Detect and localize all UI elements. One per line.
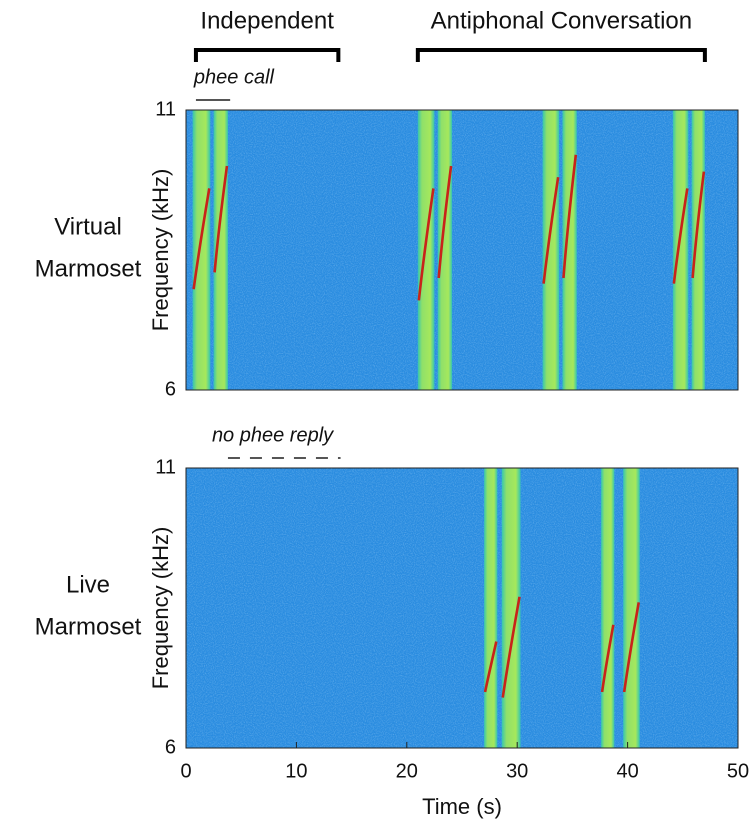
bracket-label: Independent [200, 7, 334, 34]
noise [186, 110, 738, 390]
x-tick-label: 10 [285, 760, 307, 782]
call-sweep [417, 188, 435, 301]
call-sweep [483, 641, 498, 693]
row-label: Live [66, 571, 110, 598]
call-sweep [562, 154, 578, 279]
y-tick-label: 6 [165, 378, 176, 400]
x-tick-label: 0 [180, 760, 191, 782]
bracket [193, 48, 341, 62]
call-sweep [600, 624, 615, 693]
call-band [691, 110, 705, 390]
call-sweep [542, 177, 560, 284]
call-sweep [192, 188, 211, 290]
x-tick-label: 30 [506, 760, 528, 782]
y-axis-label: Frequency (kHz) [148, 527, 173, 690]
call-sweep [437, 165, 453, 279]
x-axis-label: Time (s) [422, 794, 502, 819]
call-band [484, 468, 498, 748]
y-tick-label: 11 [155, 98, 176, 120]
row-label: Marmoset [35, 255, 142, 282]
call-band [542, 110, 560, 390]
x-tick-label: 40 [616, 760, 638, 782]
call-band [672, 110, 689, 390]
x-tick-label: 50 [727, 760, 749, 782]
call-sweep [672, 188, 689, 284]
call-band [192, 110, 211, 390]
call-sweep [691, 171, 706, 279]
bracket [415, 48, 707, 62]
y-tick-label: 11 [155, 456, 176, 478]
spectrogram-panel [185, 467, 739, 749]
call-sweep [622, 602, 641, 693]
y-tick-label: 6 [165, 736, 176, 758]
call-band [437, 110, 453, 390]
spectrogram-panel [185, 109, 739, 391]
x-tick-label: 20 [396, 760, 418, 782]
y-axis-label: Frequency (kHz) [148, 169, 173, 332]
row-label: Virtual [54, 213, 122, 240]
call-sweep [501, 596, 521, 698]
call-sweep [213, 165, 229, 273]
annotation-label: no phee reply [212, 424, 334, 446]
bracket-label: Antiphonal Conversation [431, 7, 693, 34]
call-band [601, 468, 615, 748]
axes-frame [185, 109, 739, 391]
noise [186, 468, 738, 748]
axes-frame [185, 467, 739, 749]
annotation-label: phee call [193, 66, 275, 88]
row-label: Marmoset [35, 613, 142, 640]
